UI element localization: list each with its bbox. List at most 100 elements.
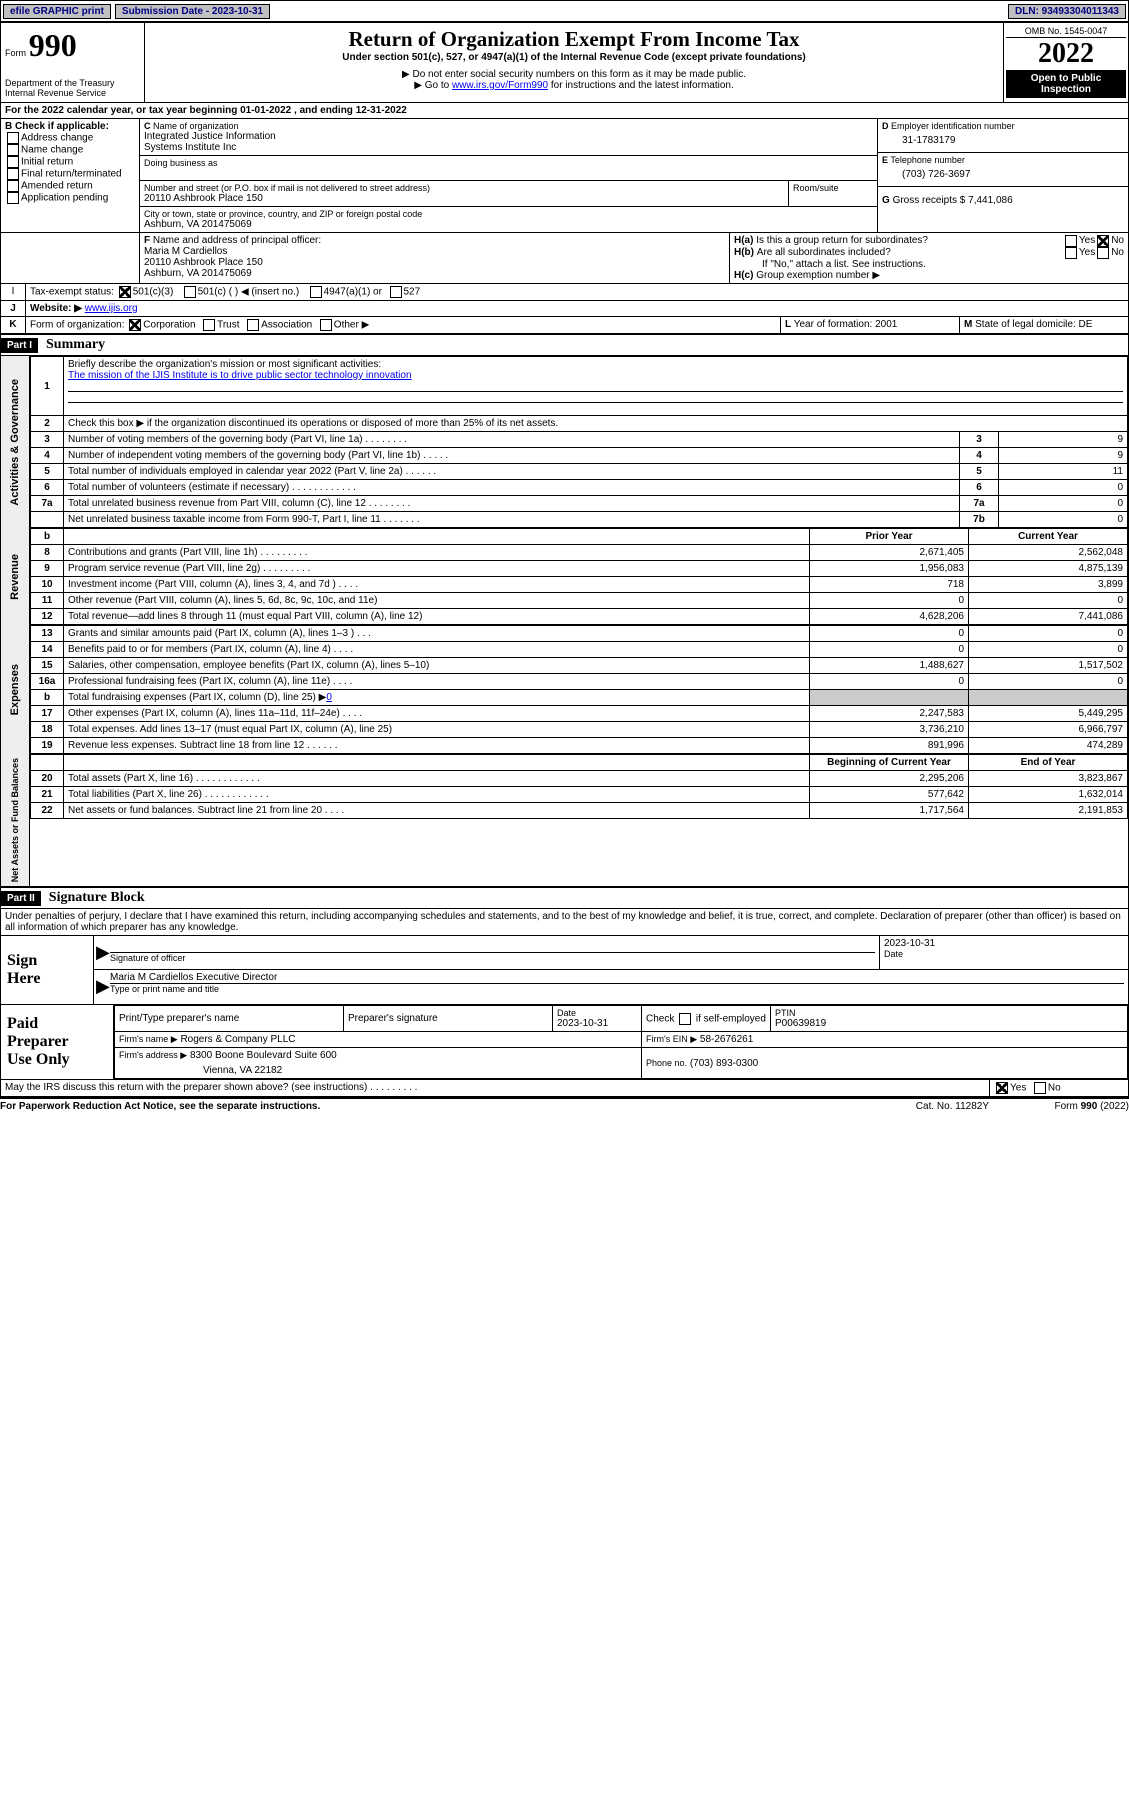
f-label: Name and address of principal officer: [153,235,321,246]
check-501c[interactable] [184,286,196,298]
officer-city: Ashburn, VA 201475069 [144,268,725,279]
check-initial[interactable] [7,156,19,168]
i-label: Tax-exempt status: [30,287,114,298]
side-activities: Activities & Governance [9,375,21,510]
ha-yes[interactable] [1065,235,1077,247]
j-label: Website: ▶ [30,303,82,314]
hb-label: Are all subordinates included? [757,247,1063,259]
type-label: Type or print name and title [110,984,1124,994]
part1-header: Part I Summary [0,334,1129,356]
form-sub2: ▶ Do not enter social security numbers o… [149,69,999,80]
org-name-2: Systems Institute Inc [144,142,873,153]
l1: Briefly describe the organization's miss… [68,359,381,370]
k-label: Form of organization: [30,320,125,331]
discuss-no[interactable] [1034,1082,1046,1094]
v6: 0 [999,480,1128,496]
form-header: Form 990 Department of the Treasury Inte… [0,22,1129,103]
tel-value: (703) 726-3697 [882,165,1124,184]
website-link[interactable]: www.ijis.org [85,303,138,314]
officer-street: 20110 Ashbrook Place 150 [144,257,725,268]
officer-name: Maria M Cardiellos [144,246,725,257]
ha-label: Is this a group return for subordinates? [756,235,1063,247]
check-trust[interactable] [203,319,215,331]
check-assoc[interactable] [247,319,259,331]
form-word: Form [5,48,26,58]
section-f-h: F Name and address of principal officer:… [0,233,1129,284]
footer-cat: Cat. No. 11282Y [916,1101,989,1112]
room-label: Room/suite [789,181,877,206]
v5: 11 [999,464,1128,480]
v4: 9 [999,448,1128,464]
discuss-text: May the IRS discuss this return with the… [1,1080,990,1096]
check-527[interactable] [390,286,402,298]
city: Ashburn, VA 201475069 [144,219,873,230]
check-501c3[interactable] [119,286,131,298]
tel-label: Telephone number [890,155,965,165]
summary-netassets-table: Beginning of Current YearEnd of Year 20T… [30,754,1128,819]
discuss-yes[interactable] [996,1082,1008,1094]
l-value: 2001 [875,319,897,330]
penalty-text: Under penalties of perjury, I declare th… [0,909,1129,936]
ha-no[interactable] [1097,235,1109,247]
sig-label: Signature of officer [110,953,875,963]
c-name-label: Name of organization [153,121,239,131]
hb-yes[interactable] [1065,247,1077,259]
form-number: 990 [29,27,77,63]
firm-ein: 58-2676261 [700,1034,753,1045]
side-expenses: Expenses [9,660,21,719]
part1-badge: Part I [1,338,38,353]
dln-label: DLN: 93493304011343 [1008,4,1126,19]
form-title: Return of Organization Exempt From Incom… [149,27,999,52]
firm-addr: 8300 Boone Boulevard Suite 600 [190,1050,337,1061]
check-pending[interactable] [7,192,19,204]
line-a: For the 2022 calendar year, or tax year … [1,103,1128,118]
v3: 9 [999,432,1128,448]
summary-governance-table: 1 Briefly describe the organization's mi… [30,356,1128,528]
part2-header: Part II Signature Block [0,887,1129,909]
open-inspection: Open to Public Inspection [1006,70,1126,98]
submission-date: Submission Date - 2023-10-31 [115,4,270,19]
dba-label: Doing business as [144,158,873,168]
omb: OMB No. 1545-0047 [1006,25,1126,38]
check-self[interactable] [679,1013,691,1025]
firm-phone: (703) 893-0300 [690,1058,758,1069]
l-label: Year of formation: [794,319,873,330]
part2-title: Signature Block [41,888,153,908]
summary-expenses-table: 13Grants and similar amounts paid (Part … [30,625,1128,754]
top-bar: efile GRAPHIC print Submission Date - 20… [0,0,1129,22]
form-sub3: ▶ Go to www.irs.gov/Form990 for instruct… [149,80,999,91]
b-label: Check if applicable: [15,121,109,132]
check-other[interactable] [320,319,332,331]
ein-value: 31-1783179 [882,131,1124,150]
v7a: 0 [999,496,1128,512]
hc-label: Group exemption number ▶ [756,270,880,281]
dept: Department of the Treasury [5,78,140,88]
tax-year: 2022 [1006,38,1126,70]
gross-value: 7,441,086 [968,195,1013,206]
paid-word: Paid [7,1015,107,1033]
officer-sig-name: Maria M Cardiellos Executive Director [110,972,1124,984]
org-name-1: Integrated Justice Information [144,131,873,142]
mission-text[interactable]: The mission of the IJIS Institute is to … [68,370,412,381]
efile-label: efile GRAPHIC print [3,4,111,19]
v7b: 0 [999,512,1128,528]
check-amended[interactable] [7,180,19,192]
check-final[interactable] [7,168,19,180]
city-label: City or town, state or province, country… [144,209,873,219]
side-revenue: Revenue [9,550,21,604]
preparer-word: Preparer [7,1033,107,1051]
side-netassets: Net Assets or Fund Balances [10,754,20,886]
hb-no[interactable] [1097,247,1109,259]
here-word: Here [7,970,87,988]
check-corp[interactable] [129,319,141,331]
check-4947[interactable] [310,286,322,298]
check-address[interactable] [7,132,19,144]
street: 20110 Ashbrook Place 150 [144,193,784,204]
gross-label: Gross receipts $ [893,195,966,206]
check-name[interactable] [7,144,19,156]
ein-label: Employer identification number [891,121,1015,131]
irs-link[interactable]: www.irs.gov/Form990 [452,80,548,91]
footer-pra: For Paperwork Reduction Act Notice, see … [0,1101,916,1112]
form-sub1: Under section 501(c), 527, or 4947(a)(1)… [149,52,999,63]
firm-name: Rogers & Company PLLC [180,1034,295,1045]
